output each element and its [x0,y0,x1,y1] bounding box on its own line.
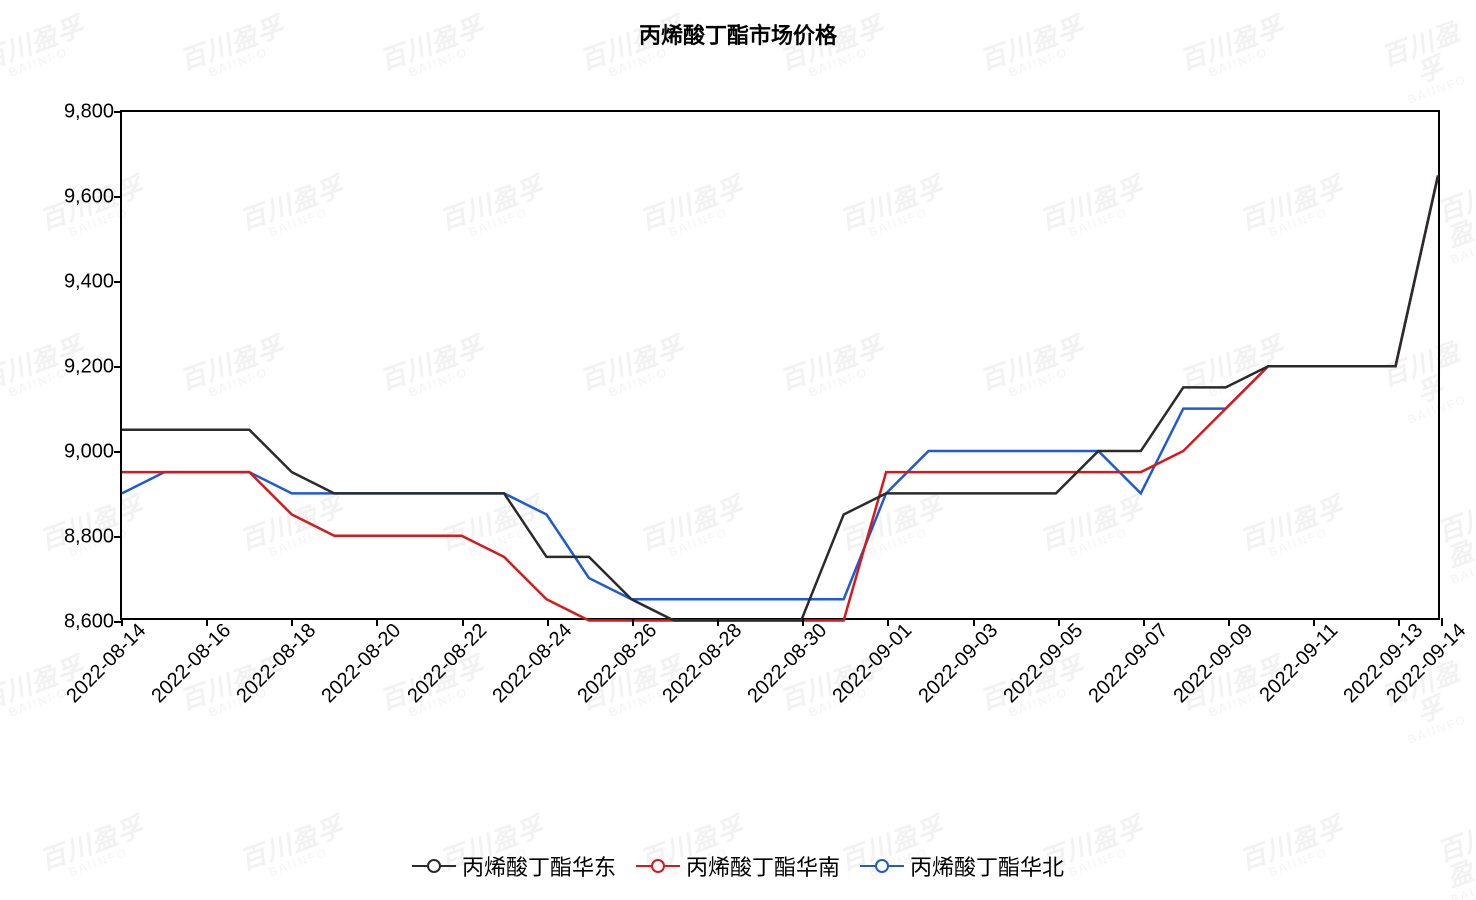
series-line [122,176,1438,621]
x-tick-mark [1313,618,1315,626]
x-tick-mark [717,618,719,626]
legend-marker [875,859,889,873]
legend-label: 丙烯酸丁酯华南 [686,850,840,882]
y-tick-mark [114,536,122,538]
legend-swatch [636,857,680,875]
legend-item: 丙烯酸丁酯华东 [412,850,616,882]
x-tick-mark [121,618,123,626]
x-tick-mark [1058,618,1060,626]
x-tick-mark [802,618,804,626]
y-tick-mark [114,196,122,198]
x-tick-mark [1398,618,1400,626]
x-tick-label: 2022-08-24 [488,619,577,708]
x-tick-mark [206,618,208,626]
x-tick-label: 2022-09-05 [999,619,1088,708]
x-tick-label: 2022-08-26 [573,619,662,708]
x-tick-label: 2022-08-16 [148,619,237,708]
legend-label: 丙烯酸丁酯华东 [462,850,616,882]
x-tick-mark [973,618,975,626]
chart-legend: 丙烯酸丁酯华东 丙烯酸丁酯华南 丙烯酸丁酯华北 [0,850,1476,882]
x-tick-label: 2022-09-09 [1169,619,1258,708]
legend-swatch [860,857,904,875]
x-tick-label: 2022-08-22 [403,619,492,708]
series-line [122,176,1438,621]
x-tick-label: 2022-09-11 [1256,619,1344,707]
x-tick-mark [1228,618,1230,626]
x-tick-label: 2022-08-20 [318,619,407,708]
legend-swatch [412,857,456,875]
x-tick-mark [462,618,464,626]
legend-marker [427,859,441,873]
legend-item: 丙烯酸丁酯华南 [636,850,840,882]
x-tick-label: 2022-08-28 [659,619,748,708]
x-tick-mark [376,618,378,626]
y-tick-mark [114,281,122,283]
x-tick-label: 2022-08-30 [744,619,833,708]
chart-lines-svg [122,112,1438,620]
x-tick-label: 2022-09-03 [914,619,1003,708]
plot-area: 8,6008,8009,0009,2009,4009,6009,8002022-… [120,110,1440,620]
x-tick-label: 2022-09-07 [1084,619,1173,708]
x-tick-mark [291,618,293,626]
y-tick-mark [114,451,122,453]
x-tick-label: 2022-09-01 [829,619,918,708]
chart-title: 丙烯酸丁酯市场价格 [0,18,1476,50]
x-tick-mark [1441,618,1443,626]
legend-marker [651,859,665,873]
x-tick-mark [632,618,634,626]
y-tick-mark [114,111,122,113]
x-tick-mark [887,618,889,626]
legend-item: 丙烯酸丁酯华北 [860,850,1064,882]
x-tick-label: 2022-08-18 [233,619,322,708]
x-tick-mark [547,618,549,626]
x-tick-mark [1143,618,1145,626]
series-line [122,176,1438,600]
y-tick-mark [114,366,122,368]
legend-label: 丙烯酸丁酯华北 [910,850,1064,882]
